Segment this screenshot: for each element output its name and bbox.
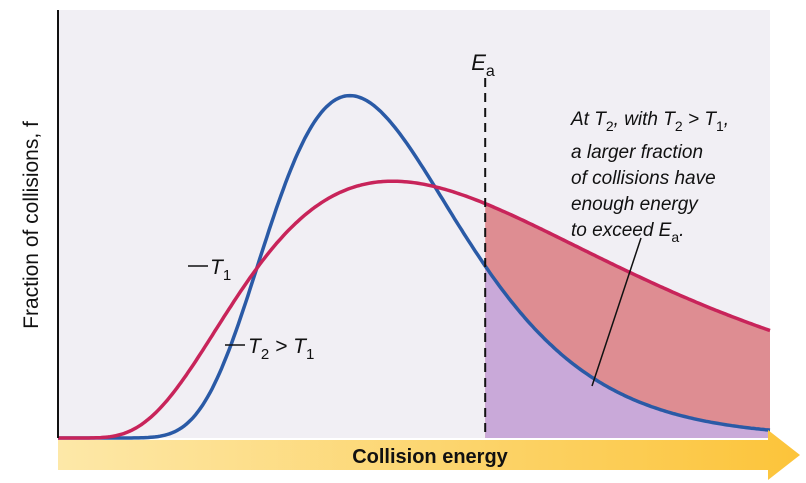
shaded-regions — [485, 203, 770, 438]
annotation: At T2, with T2 > T1, a larger fraction of … — [570, 109, 729, 387]
annotation-line-4: enough energy — [571, 194, 699, 215]
series-label-2: T2 > T1 — [248, 335, 314, 363]
series-labels: T1 T2 > T1 — [188, 256, 314, 363]
threshold: Ea — [471, 50, 495, 438]
y-axis-label: Fraction of collisions, f — [20, 121, 43, 329]
threshold-label: Ea — [471, 50, 495, 80]
curves — [58, 93, 771, 440]
annotation-line-1: At T2, with T2 > T1, — [570, 109, 729, 134]
annotation-line-3: of collisions have — [571, 168, 716, 189]
t1-shaded-area — [485, 266, 770, 438]
series-line-1 — [58, 93, 771, 440]
series-line-2 — [58, 179, 771, 440]
annotation-leader — [591, 237, 642, 387]
annotation-line-2: a larger fraction — [571, 142, 703, 163]
annotation-line-5: to exceed Ea. — [571, 220, 684, 245]
series-label-1: T1 — [210, 256, 231, 284]
x-axis-arrow — [58, 430, 800, 480]
x-axis-label: Collision energy — [352, 446, 508, 468]
